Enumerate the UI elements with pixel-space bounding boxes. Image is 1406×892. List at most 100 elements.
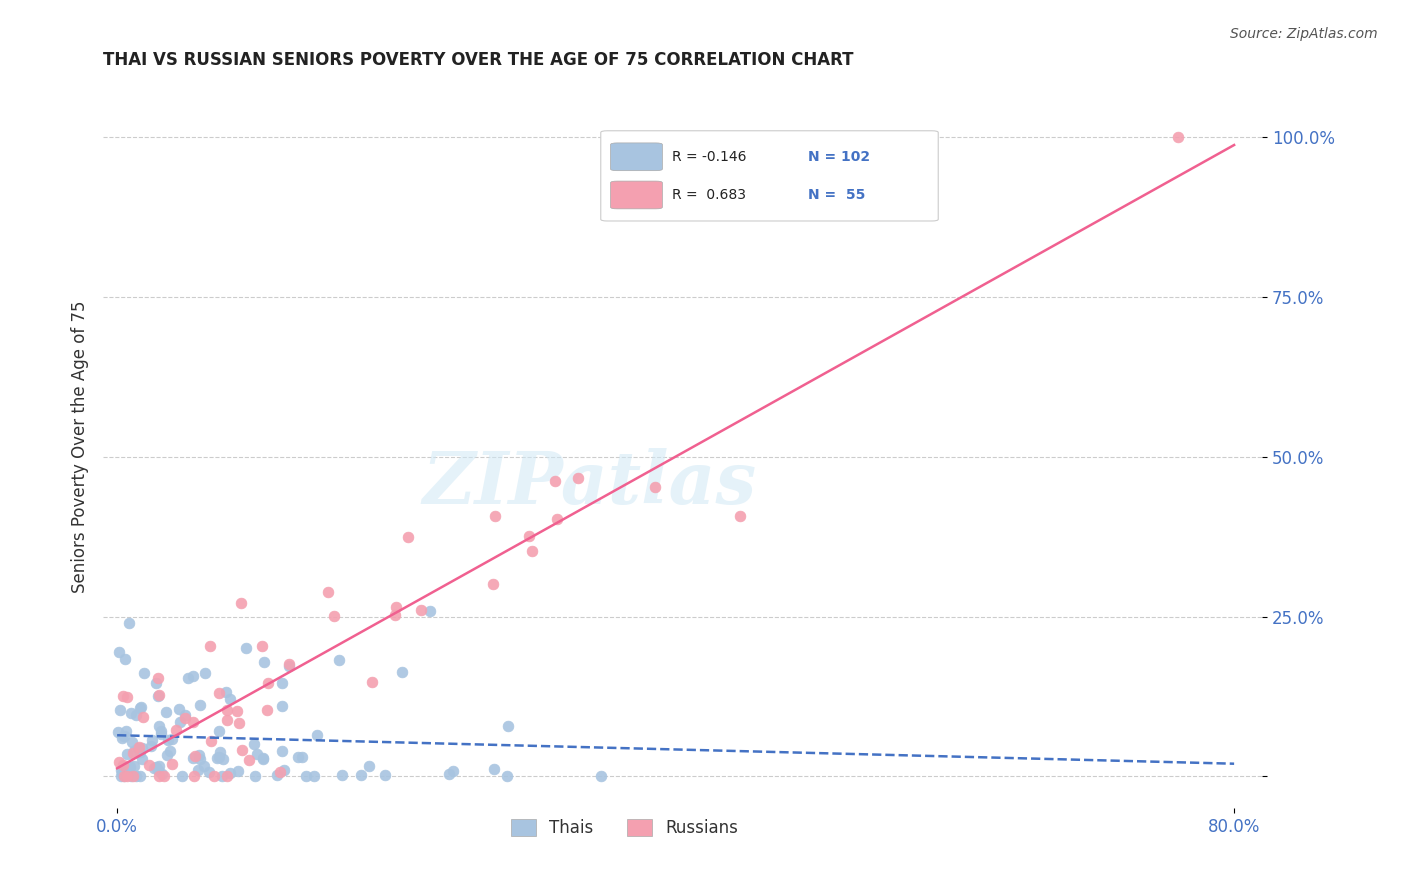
Point xyxy=(146,689,169,703)
Point xyxy=(115,769,138,783)
Point xyxy=(211,752,233,766)
Y-axis label: Seniors Poverty Over the Age of 75: Seniors Poverty Over the Age of 75 xyxy=(72,301,89,593)
Point xyxy=(318,585,340,599)
Point xyxy=(217,703,239,717)
Legend: Thais, Russians: Thais, Russians xyxy=(505,812,745,844)
Point xyxy=(238,753,260,767)
Point xyxy=(217,714,239,728)
Point xyxy=(174,708,197,723)
Point xyxy=(146,671,169,685)
Point xyxy=(273,764,295,778)
Point xyxy=(139,739,162,753)
Point xyxy=(131,700,153,714)
Point xyxy=(111,766,134,780)
Point xyxy=(122,744,145,758)
Point xyxy=(482,577,505,591)
Point xyxy=(208,746,231,760)
Point xyxy=(132,666,155,681)
Point xyxy=(183,750,205,764)
Point xyxy=(125,707,148,722)
Point xyxy=(108,703,131,717)
Point xyxy=(207,751,229,765)
Point xyxy=(302,769,325,783)
Point xyxy=(132,710,155,724)
Point xyxy=(291,749,314,764)
Text: Source: ZipAtlas.com: Source: ZipAtlas.com xyxy=(1230,27,1378,41)
Point xyxy=(111,731,134,746)
Point xyxy=(439,767,461,781)
Point xyxy=(202,769,225,783)
Point xyxy=(361,675,384,690)
Point xyxy=(148,759,170,773)
Point xyxy=(181,669,204,683)
Point xyxy=(188,747,211,762)
Point xyxy=(112,769,135,783)
Point xyxy=(122,769,145,783)
Point xyxy=(169,714,191,729)
Point xyxy=(194,666,217,681)
Point xyxy=(118,759,141,773)
Point xyxy=(170,769,193,783)
Point xyxy=(482,762,505,776)
Point xyxy=(146,763,169,777)
Point xyxy=(208,723,231,738)
Text: THAI VS RUSSIAN SENIORS POVERTY OVER THE AGE OF 75 CORRELATION CHART: THAI VS RUSSIAN SENIORS POVERTY OVER THE… xyxy=(103,51,853,69)
Point xyxy=(391,665,413,679)
Point xyxy=(183,769,205,783)
Point xyxy=(188,698,211,713)
Point xyxy=(591,769,613,783)
Point xyxy=(384,600,406,615)
Point xyxy=(567,471,589,485)
Point xyxy=(114,765,136,780)
Point xyxy=(148,769,170,783)
Point xyxy=(211,769,233,783)
Point xyxy=(246,747,269,762)
Point xyxy=(728,508,751,523)
Point xyxy=(208,749,231,764)
Point xyxy=(252,752,274,766)
Point xyxy=(107,756,129,770)
Point xyxy=(112,769,135,783)
Point xyxy=(122,758,145,772)
Point xyxy=(219,766,242,780)
Point xyxy=(219,692,242,706)
Point xyxy=(231,596,253,610)
Point xyxy=(328,653,350,667)
Point xyxy=(200,733,222,747)
Point xyxy=(117,616,139,631)
Point xyxy=(165,723,187,737)
Point xyxy=(121,746,143,760)
Point xyxy=(155,705,177,719)
Point xyxy=(108,645,131,659)
Point xyxy=(142,761,165,775)
Point xyxy=(127,741,149,756)
Point xyxy=(150,767,173,781)
Point xyxy=(157,733,180,747)
Point xyxy=(145,676,167,690)
Point xyxy=(114,723,136,738)
Point xyxy=(396,530,419,544)
Point xyxy=(110,769,132,783)
Point xyxy=(187,763,209,777)
Point xyxy=(114,652,136,666)
Point xyxy=(330,768,353,782)
Point xyxy=(231,743,253,757)
Point xyxy=(138,757,160,772)
Point xyxy=(188,752,211,766)
Point xyxy=(266,768,288,782)
Point xyxy=(117,747,139,761)
Point xyxy=(256,676,278,690)
Point xyxy=(644,481,666,495)
Point xyxy=(198,764,221,779)
Text: ZIPatlas: ZIPatlas xyxy=(423,448,756,518)
Point xyxy=(148,719,170,733)
Point xyxy=(252,751,274,765)
Point xyxy=(496,769,519,783)
Point xyxy=(111,689,134,703)
Point xyxy=(305,728,328,742)
Point xyxy=(141,733,163,747)
Point xyxy=(174,711,197,725)
Point xyxy=(150,723,173,738)
Point xyxy=(256,703,278,717)
Point xyxy=(181,715,204,730)
